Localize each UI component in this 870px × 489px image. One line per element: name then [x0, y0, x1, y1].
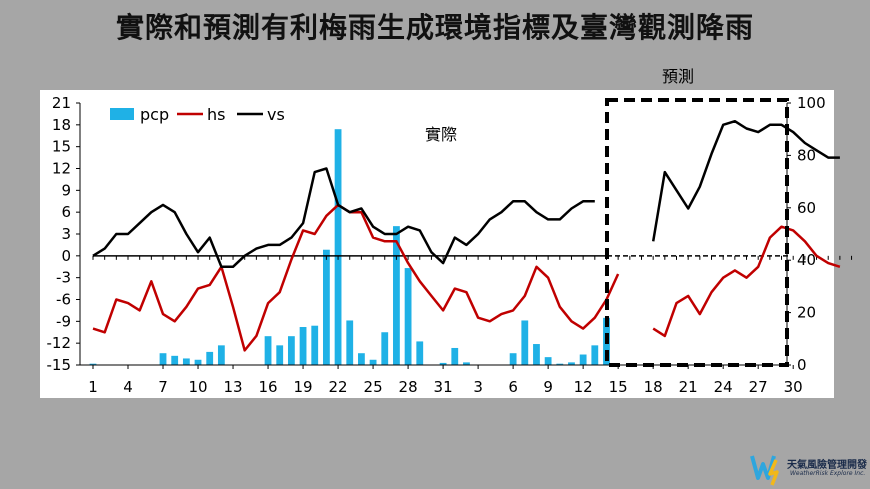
- x-tick-label: 28: [399, 378, 418, 396]
- pcp-bar: [287, 336, 295, 365]
- left-tick-label: 21: [52, 94, 71, 112]
- pcp-bar: [369, 359, 377, 365]
- right-tick-label: 0: [797, 356, 807, 374]
- legend-label-hs: hs: [207, 105, 225, 124]
- x-tick-label: 6: [508, 378, 518, 396]
- right-tick-label: 60: [797, 199, 816, 217]
- left-tick-label: -15: [47, 356, 72, 374]
- pcp-bar: [591, 345, 599, 365]
- pcp-bar: [451, 347, 459, 365]
- pcp-bar: [217, 345, 225, 365]
- pcp-bar: [206, 351, 214, 365]
- x-tick-label: 30: [784, 378, 803, 396]
- x-tick-label: 31: [434, 378, 453, 396]
- pcp-bar: [89, 363, 97, 365]
- pcp-bar: [194, 359, 202, 365]
- x-tick-label: 21: [679, 378, 698, 396]
- legend-label-pcp: pcp: [140, 105, 169, 124]
- pcp-bar: [299, 327, 307, 365]
- x-tick-label: 18: [644, 378, 663, 396]
- actual-label: 實際: [425, 125, 457, 144]
- x-tick-label: 25: [364, 378, 383, 396]
- x-tick-label: 7: [158, 378, 168, 396]
- weatherrisk-logo-icon: [750, 455, 779, 486]
- series-lines: [92, 119, 841, 352]
- right-tick-label: 20: [797, 304, 816, 322]
- pcp-bar: [404, 268, 412, 365]
- pcp-bar: [416, 341, 424, 365]
- x-tick-label: 16: [259, 378, 278, 396]
- right-tick-label: 80: [797, 146, 816, 164]
- pcp-bar: [556, 363, 564, 365]
- left-tick-label: -6: [56, 291, 71, 309]
- left-tick-label: -12: [47, 334, 72, 352]
- x-tick-label: 4: [123, 378, 133, 396]
- zero-axis: [92, 255, 853, 260]
- forecast-label: 預測: [662, 67, 694, 86]
- x-tick-label: 13: [223, 378, 242, 396]
- left-tick-label: 15: [52, 138, 71, 156]
- logo-name: 天氣風險管理開發: [787, 460, 867, 471]
- pcp-bar: [358, 353, 365, 365]
- pcp-bar: [159, 353, 167, 365]
- left-tick-label: 12: [52, 160, 71, 178]
- left-tick-label: -3: [56, 269, 71, 287]
- pcp-bar: [568, 362, 575, 365]
- forecast-box: [605, 98, 789, 367]
- right-tick-label: 40: [797, 251, 816, 269]
- left-tick-label: 9: [61, 181, 71, 199]
- pcp-bar: [521, 320, 529, 365]
- vs-line: [92, 119, 840, 269]
- left-tick-label: 3: [61, 225, 71, 243]
- chart-title: 實際和預測有利梅雨生成環境指標及臺灣觀測降雨: [115, 11, 754, 44]
- x-tick-label: 12: [574, 378, 593, 396]
- pcp-bar: [311, 325, 319, 365]
- x-tick-label: 27: [749, 378, 768, 396]
- x-tick-label: 19: [294, 378, 313, 396]
- pcp-bar: [323, 249, 330, 365]
- plot-background: [40, 90, 834, 398]
- pcp-bar: [276, 345, 284, 365]
- pcp-bar: [533, 344, 540, 365]
- pcp-bar: [509, 353, 517, 365]
- x-tick-label: 24: [714, 378, 733, 396]
- pcp-bar: [439, 362, 447, 365]
- pcp-bar: [171, 355, 179, 365]
- x-tick-label: 1: [88, 378, 98, 396]
- right-tick-label: 100: [797, 94, 826, 112]
- pcp-bar: [334, 129, 342, 365]
- hs-line: [92, 203, 841, 352]
- pcp-bar: [381, 332, 389, 365]
- left-tick-label: 6: [61, 203, 71, 221]
- pcp-bar: [463, 362, 470, 365]
- legend-swatch-pcp: [110, 108, 134, 120]
- x-tick-label: 9: [543, 378, 553, 396]
- legend-label-vs: vs: [267, 105, 285, 124]
- x-tick-label: 15: [609, 378, 628, 396]
- left-tick-label: 0: [61, 247, 71, 265]
- pcp-bar: [393, 226, 400, 365]
- pcp-bars: [89, 129, 610, 365]
- logo-subtitle: WeatherRisk Explore Inc.: [790, 470, 866, 477]
- x-tick-label: 3: [473, 378, 483, 396]
- pcp-bar: [544, 357, 552, 365]
- left-tick-label: 18: [52, 116, 71, 134]
- left-tick-label: -9: [56, 312, 71, 330]
- pcp-bar: [579, 354, 587, 365]
- pcp-bar: [264, 336, 272, 365]
- pcp-bar: [346, 320, 354, 365]
- legend: pcp hs vs: [110, 105, 285, 124]
- pcp-bar: [182, 358, 190, 365]
- x-tick-label: 22: [329, 378, 348, 396]
- x-tick-label: 10: [188, 378, 207, 396]
